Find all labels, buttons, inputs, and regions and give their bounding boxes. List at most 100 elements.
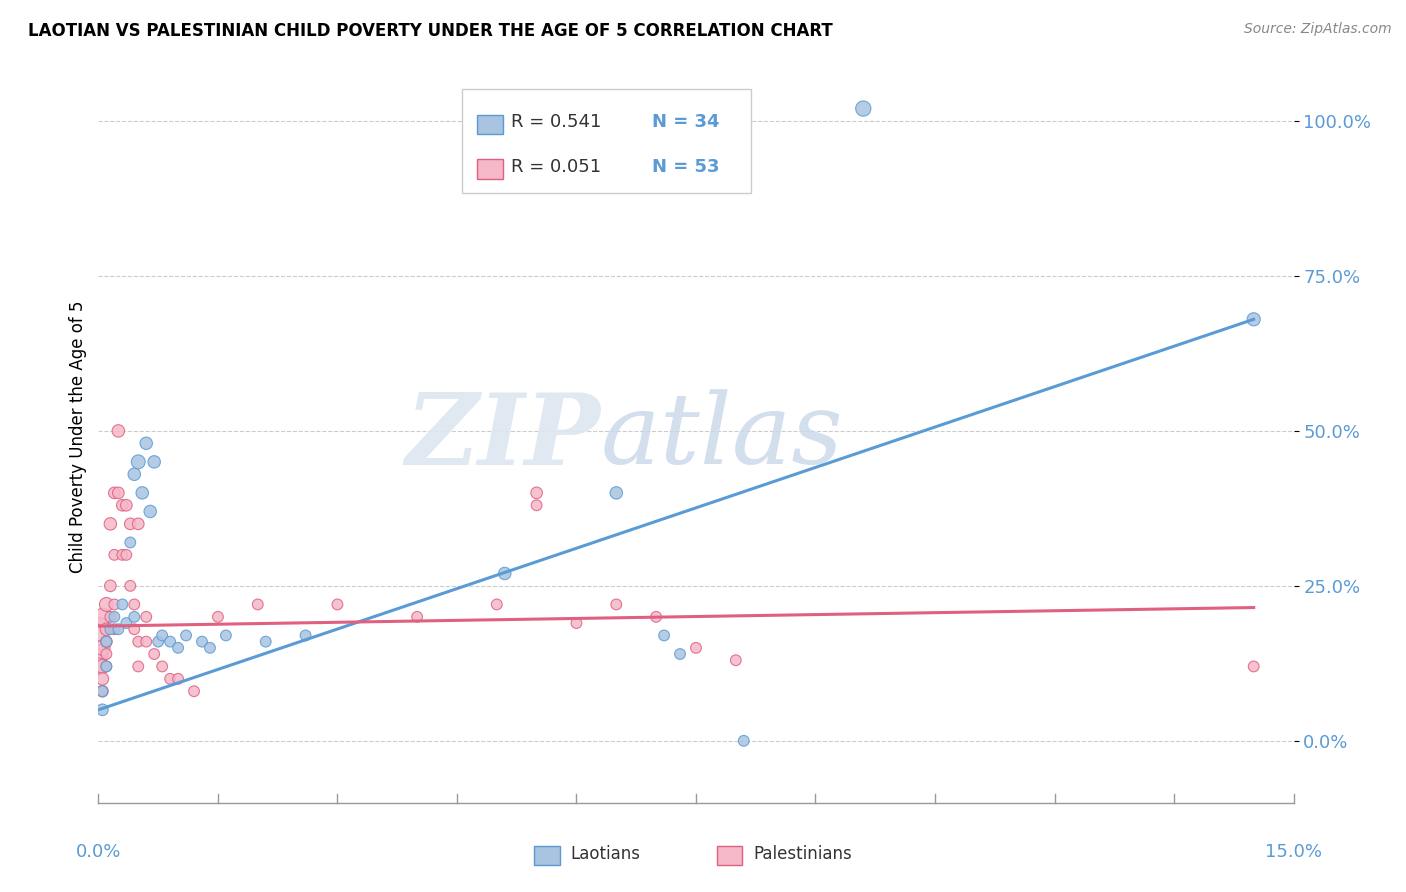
- Point: [143, 455, 166, 469]
- Point: [135, 436, 157, 450]
- Point: [124, 598, 146, 612]
- Text: R = 0.051: R = 0.051: [510, 158, 619, 176]
- Point: [150, 659, 173, 673]
- Point: [111, 598, 134, 612]
- Point: [91, 640, 114, 655]
- Text: R = 0.541: R = 0.541: [510, 113, 619, 131]
- Point: [107, 622, 129, 636]
- Text: atlas: atlas: [600, 390, 844, 484]
- Point: [526, 486, 548, 500]
- Text: Palestinians: Palestinians: [754, 846, 852, 863]
- Point: [103, 598, 125, 612]
- Point: [246, 598, 269, 612]
- Point: [98, 622, 122, 636]
- Point: [87, 647, 110, 661]
- Point: [174, 628, 197, 642]
- Point: [96, 598, 118, 612]
- Text: 0.0%: 0.0%: [76, 843, 121, 861]
- Point: [124, 622, 146, 636]
- Point: [96, 622, 118, 636]
- Point: [159, 672, 181, 686]
- Point: [103, 610, 125, 624]
- Text: Laotians: Laotians: [571, 846, 641, 863]
- Point: [207, 610, 229, 624]
- Text: Source: ZipAtlas.com: Source: ZipAtlas.com: [1244, 22, 1392, 37]
- Point: [96, 659, 118, 673]
- Text: 15.0%: 15.0%: [1265, 843, 1322, 861]
- Point: [127, 634, 149, 648]
- Point: [131, 486, 153, 500]
- Point: [167, 640, 190, 655]
- Point: [526, 498, 548, 512]
- Point: [96, 659, 118, 673]
- Point: [485, 598, 508, 612]
- Point: [124, 467, 146, 482]
- Point: [91, 610, 114, 624]
- Point: [139, 504, 162, 518]
- Point: [98, 610, 122, 624]
- Point: [120, 516, 142, 531]
- Point: [143, 647, 166, 661]
- Point: [605, 598, 627, 612]
- Point: [724, 653, 747, 667]
- Point: [135, 634, 157, 648]
- Point: [198, 640, 221, 655]
- Point: [91, 684, 114, 698]
- Point: [605, 486, 627, 500]
- Point: [1243, 659, 1265, 673]
- Y-axis label: Child Poverty Under the Age of 5: Child Poverty Under the Age of 5: [69, 301, 87, 574]
- Point: [120, 535, 142, 549]
- Point: [103, 486, 125, 500]
- Point: [98, 579, 122, 593]
- Point: [91, 672, 114, 686]
- Point: [111, 498, 134, 512]
- Point: [167, 672, 190, 686]
- Point: [254, 634, 277, 648]
- Point: [652, 628, 675, 642]
- Point: [326, 598, 349, 612]
- Point: [127, 455, 149, 469]
- Text: N = 53: N = 53: [651, 158, 720, 176]
- Point: [565, 615, 588, 630]
- Point: [191, 634, 214, 648]
- Point: [111, 548, 134, 562]
- Point: [91, 703, 114, 717]
- Point: [96, 634, 118, 648]
- Point: [103, 622, 125, 636]
- Point: [852, 102, 875, 116]
- Point: [669, 647, 692, 661]
- Point: [124, 610, 146, 624]
- Point: [127, 516, 149, 531]
- Point: [127, 659, 149, 673]
- Point: [215, 628, 238, 642]
- Point: [494, 566, 516, 581]
- Point: [406, 610, 429, 624]
- Point: [120, 579, 142, 593]
- Text: N = 34: N = 34: [651, 113, 720, 131]
- Point: [733, 734, 755, 748]
- Point: [107, 486, 129, 500]
- Point: [135, 610, 157, 624]
- Point: [148, 634, 170, 648]
- Point: [96, 647, 118, 661]
- Point: [107, 424, 129, 438]
- Point: [115, 615, 138, 630]
- Point: [1243, 312, 1265, 326]
- Point: [98, 516, 122, 531]
- Point: [685, 640, 707, 655]
- Point: [91, 684, 114, 698]
- Point: [115, 498, 138, 512]
- Point: [159, 634, 181, 648]
- Point: [294, 628, 316, 642]
- Text: ZIP: ZIP: [405, 389, 600, 485]
- Point: [87, 622, 110, 636]
- Point: [115, 548, 138, 562]
- Point: [183, 684, 205, 698]
- Point: [87, 659, 110, 673]
- Point: [96, 634, 118, 648]
- Point: [103, 548, 125, 562]
- Point: [645, 610, 668, 624]
- Point: [150, 628, 173, 642]
- Point: [91, 659, 114, 673]
- Text: LAOTIAN VS PALESTINIAN CHILD POVERTY UNDER THE AGE OF 5 CORRELATION CHART: LAOTIAN VS PALESTINIAN CHILD POVERTY UND…: [28, 22, 832, 40]
